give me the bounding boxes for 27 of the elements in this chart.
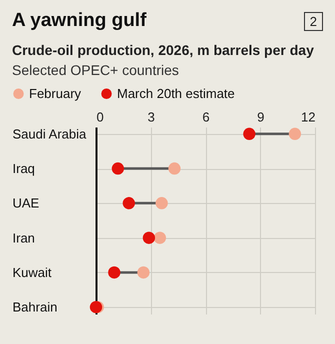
text: Selected OPEC+ countries <box>12 62 179 78</box>
chart-subtitle: Crude-oil production, 2026, m barrels per day <box>12 42 314 58</box>
y-tick-label: Bahrain <box>12 300 58 315</box>
legend-label: February <box>29 86 82 101</box>
x-tick-label: 9 <box>257 110 264 124</box>
y-tick-label: Saudi Arabia <box>12 126 87 142</box>
x-tick-label: 3 <box>148 110 155 124</box>
x-tick-label: 6 <box>202 110 210 124</box>
point <box>168 162 181 175</box>
point <box>156 197 168 210</box>
y-tick-label: Iraq <box>12 161 35 176</box>
y-tick-label: Kuwait <box>12 264 52 280</box>
y-tick-label: Iran <box>12 230 35 246</box>
point <box>142 232 156 244</box>
legend-label: March 20th estimate <box>117 86 235 101</box>
point <box>288 128 302 140</box>
point <box>137 266 150 279</box>
x-tick-label: 12 <box>301 110 316 124</box>
text: 2 <box>304 12 323 31</box>
point <box>112 162 124 175</box>
point <box>154 232 166 244</box>
point <box>122 197 135 210</box>
chart-title: A yawning gulf <box>12 10 146 32</box>
y-tick-label: UAE <box>12 196 40 211</box>
x-tick-label: 0 <box>96 110 104 124</box>
point <box>108 266 120 279</box>
point <box>243 128 256 140</box>
